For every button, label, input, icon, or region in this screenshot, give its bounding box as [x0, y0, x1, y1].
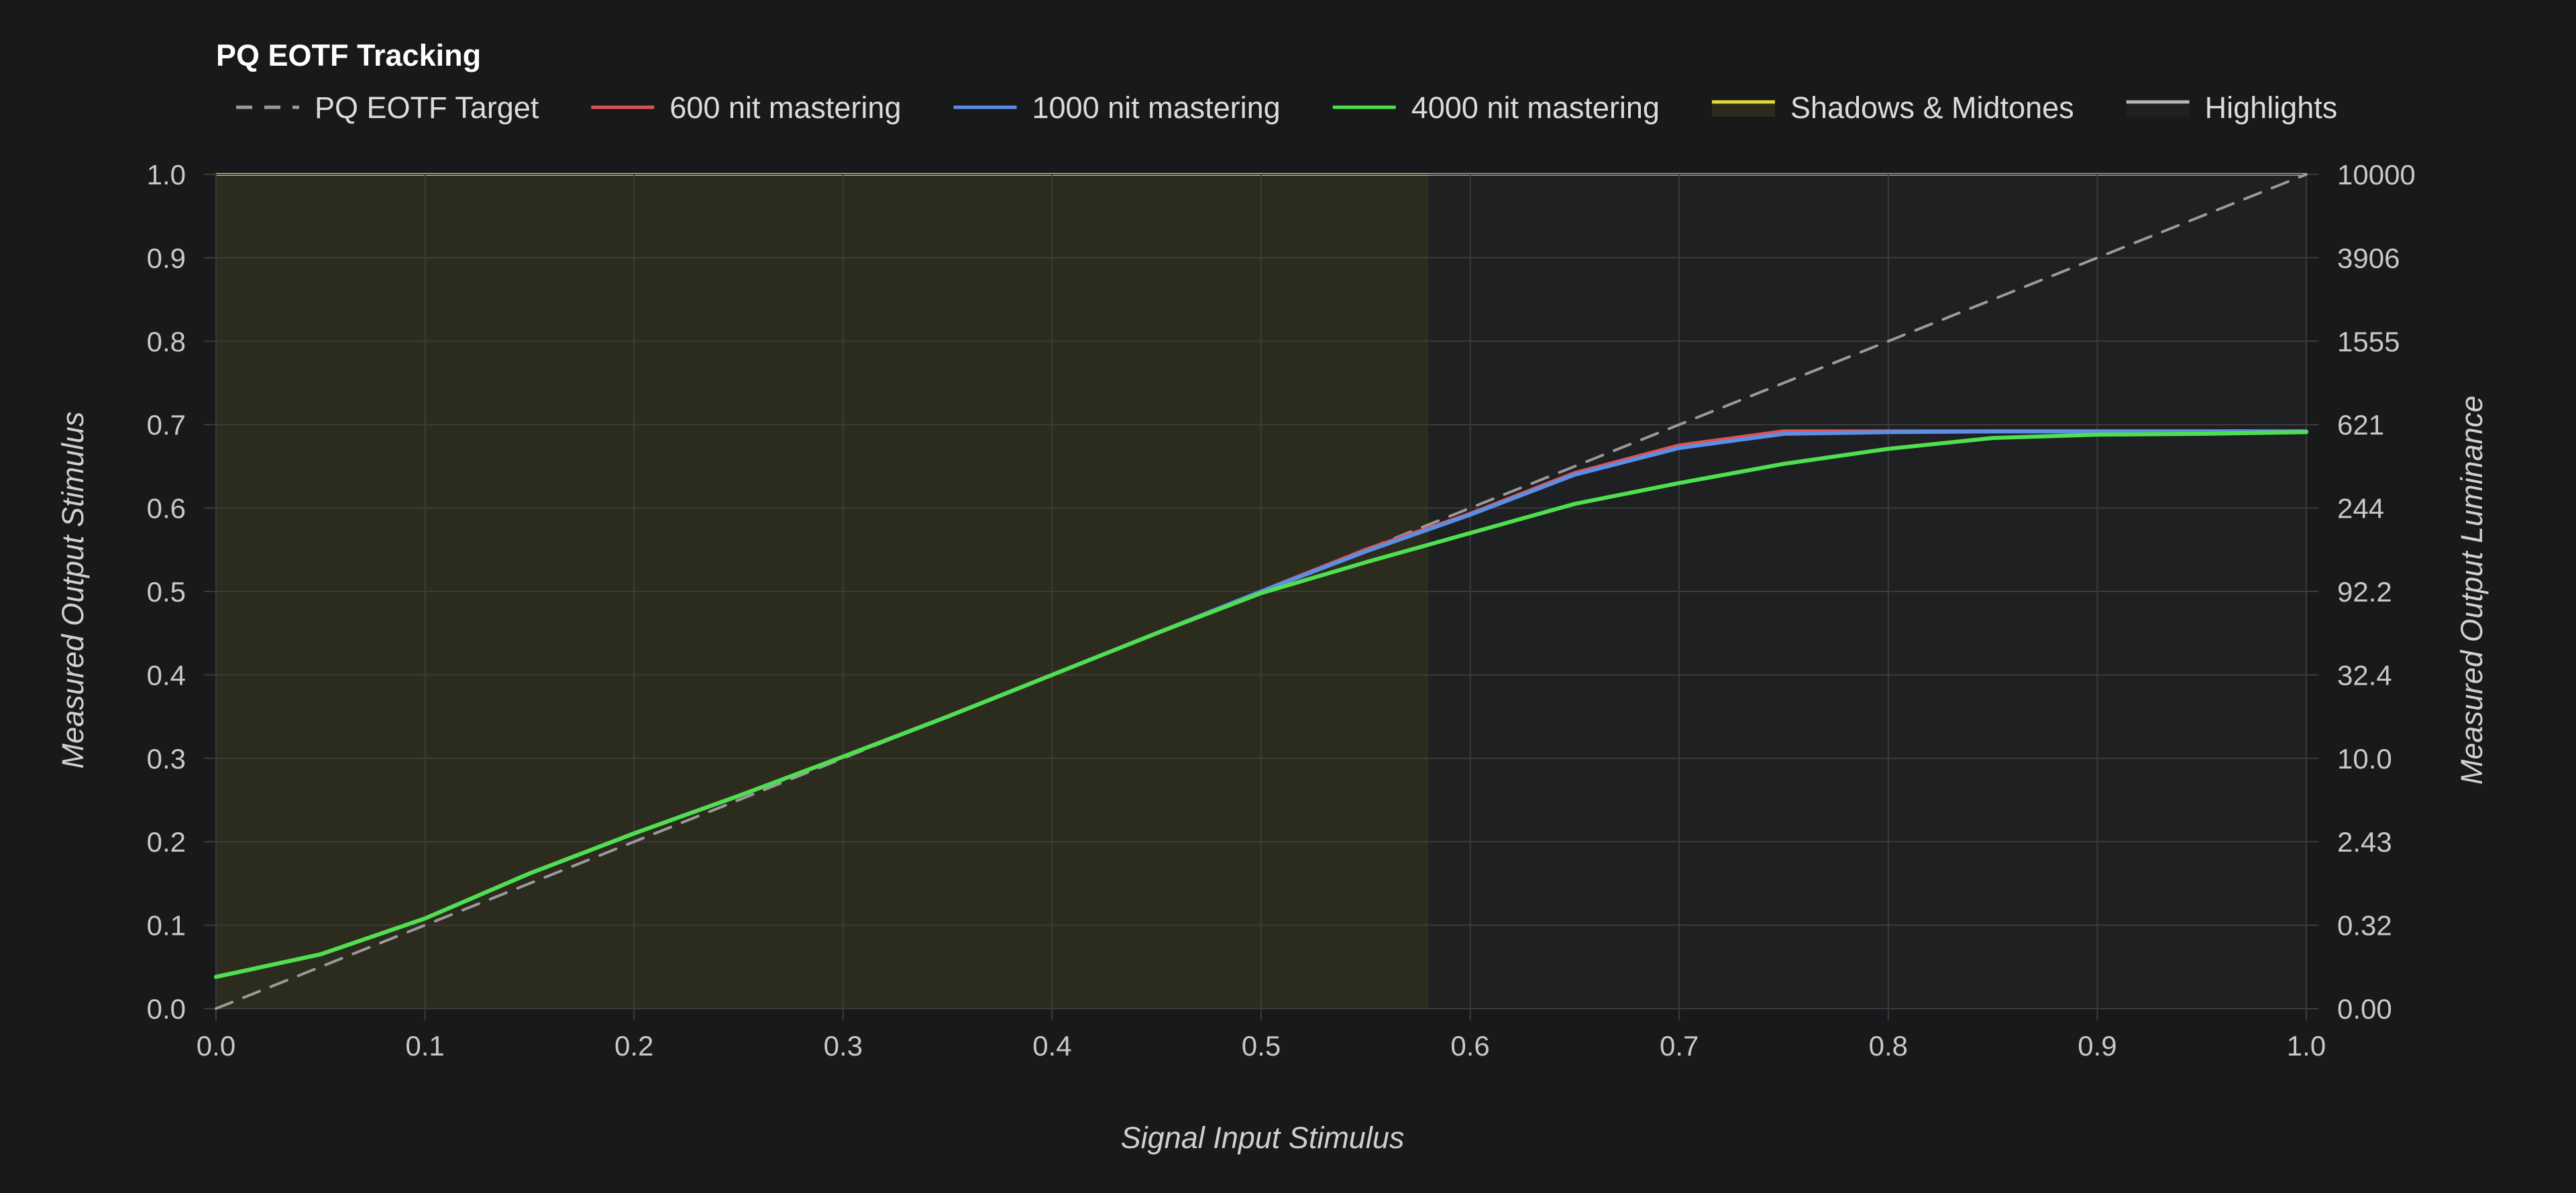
legend[interactable]: PQ EOTF Target 600 nit mastering 1000 nit …: [236, 91, 2337, 125]
y-tick-label: 0.7: [147, 409, 186, 441]
y-axis-title: Measured Output Stimulus: [56, 412, 90, 769]
x-tick-label: 0.9: [2078, 1030, 2116, 1062]
y2-tick-label: 0.32: [2337, 910, 2392, 942]
series-4000-nit-mastering: [214, 430, 2308, 979]
y2-tick-label: 621: [2337, 409, 2384, 441]
y-tick-label: 0.2: [147, 826, 186, 858]
y-tick-label: 0.5: [147, 576, 186, 608]
chart-title: PQ EOTF Tracking: [216, 38, 481, 72]
y-tick-label: 1.0: [147, 159, 186, 190]
y2-tick-label: 32.4: [2337, 659, 2392, 691]
legend-item-600-nit-mastering[interactable]: 600 nit mastering: [591, 91, 901, 125]
x-tick-label: 0.3: [824, 1030, 863, 1062]
y2-tick-label: 92.2: [2337, 576, 2392, 608]
y-tick-label: 0.8: [147, 326, 186, 357]
y2-tick-label: 10.0: [2337, 743, 2392, 775]
y2-tick-label: 10000: [2337, 159, 2416, 190]
legend-item-pq-eotf-target[interactable]: PQ EOTF Target: [236, 91, 539, 125]
x-tick-label: 0.8: [1869, 1030, 1908, 1062]
y2-tick-label: 0.00: [2337, 993, 2392, 1025]
y-tick-label: 0.0: [147, 993, 186, 1025]
legend-item-1000-nit-mastering[interactable]: 1000 nit mastering: [953, 91, 1281, 125]
y-tick-label: 0.1: [147, 910, 186, 942]
legend-label: Highlights: [2205, 91, 2338, 125]
legend-label: 4000 nit mastering: [1411, 91, 1660, 125]
y-tick-label: 0.4: [147, 659, 186, 691]
x-tick-label: 0.7: [1660, 1030, 1699, 1062]
legend-swatch: [1711, 102, 1775, 117]
y-tick-label: 0.6: [147, 493, 186, 524]
y2-tick-label: 244: [2337, 493, 2384, 524]
tick-layer: 0.0 0.1 0.2 0.3 0.4 0.5 0.6 0.7 0.8 0.9 1.0 0.0 0.1 0…: [147, 159, 2416, 1062]
legend-item-highlights[interactable]: Highlights: [2126, 91, 2338, 125]
legend-label: PQ EOTF Target: [315, 91, 539, 125]
x-tick-label: 0.0: [197, 1030, 235, 1062]
legend-label: 1000 nit mastering: [1032, 91, 1280, 125]
legend-item-4000-nit-mastering[interactable]: 4000 nit mastering: [1332, 91, 1660, 125]
legend-swatch: [2126, 102, 2190, 117]
x-tick-label: 0.4: [1032, 1030, 1071, 1062]
y-tick-label: 0.9: [147, 242, 186, 274]
y-tick-label: 0.3: [147, 743, 186, 775]
y2-axis-title: Measured Output Luminance: [2455, 396, 2489, 785]
legend-label: Shadows & Midtones: [1790, 91, 2074, 125]
x-tick-label: 0.1: [405, 1030, 444, 1062]
series-layer: [214, 173, 2308, 1010]
legend-item-shadows-midtones[interactable]: Shadows & Midtones: [1711, 91, 2074, 125]
y2-tick-label: 3906: [2337, 242, 2400, 274]
x-axis-title: Signal Input Stimulus: [1121, 1121, 1405, 1155]
x-tick-label: 0.5: [1242, 1030, 1281, 1062]
y2-tick-label: 1555: [2337, 326, 2400, 357]
x-tick-label: 0.6: [1450, 1030, 1489, 1062]
x-tick-label: 0.2: [614, 1030, 653, 1062]
legend-label: 600 nit mastering: [669, 91, 901, 125]
x-tick-label: 1.0: [2287, 1030, 2326, 1062]
y2-tick-label: 2.43: [2337, 826, 2392, 858]
